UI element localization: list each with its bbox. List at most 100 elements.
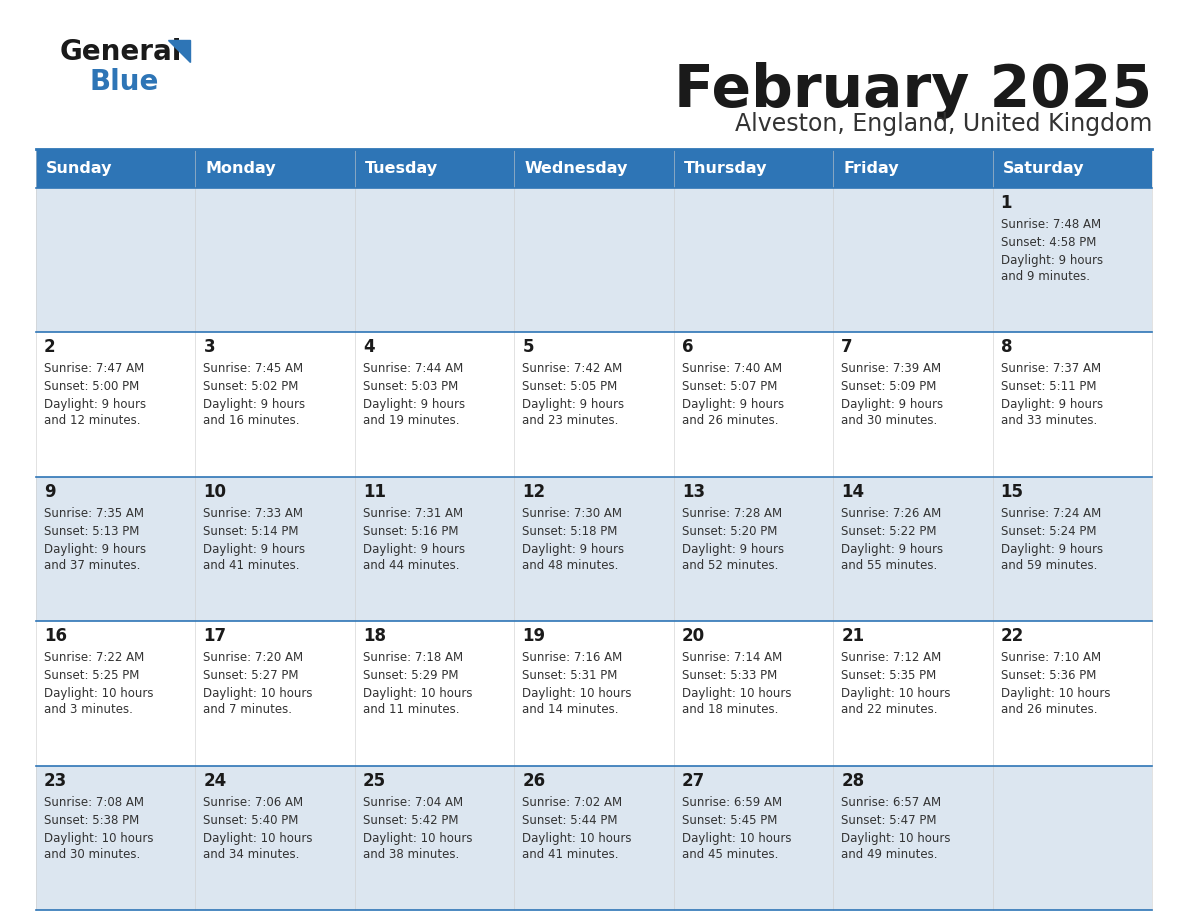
Text: Sunset: 5:03 PM: Sunset: 5:03 PM (362, 380, 459, 394)
Text: Sunset: 5:38 PM: Sunset: 5:38 PM (44, 813, 139, 826)
Text: and 16 minutes.: and 16 minutes. (203, 414, 299, 428)
Text: Sunrise: 7:28 AM: Sunrise: 7:28 AM (682, 507, 782, 520)
Text: Sunrise: 7:45 AM: Sunrise: 7:45 AM (203, 363, 304, 375)
Text: Daylight: 10 hours: Daylight: 10 hours (682, 688, 791, 700)
Bar (36, 188, 1152, 332)
Text: 27: 27 (682, 772, 704, 789)
Text: 8: 8 (1000, 339, 1012, 356)
Text: Sunrise: 7:26 AM: Sunrise: 7:26 AM (841, 507, 941, 520)
Text: and 26 minutes.: and 26 minutes. (1000, 703, 1097, 716)
Text: Daylight: 9 hours: Daylight: 9 hours (682, 398, 784, 411)
Text: Sunrise: 7:22 AM: Sunrise: 7:22 AM (44, 651, 144, 665)
Text: Sunset: 5:36 PM: Sunset: 5:36 PM (1000, 669, 1097, 682)
Bar (196, 150, 355, 188)
Bar (36, 621, 1152, 766)
Text: 10: 10 (203, 483, 227, 501)
Text: February 2025: February 2025 (674, 62, 1152, 119)
Text: and 59 minutes.: and 59 minutes. (1000, 559, 1097, 572)
Bar (833, 150, 992, 188)
Text: Sunset: 5:11 PM: Sunset: 5:11 PM (1000, 380, 1097, 394)
Text: 12: 12 (523, 483, 545, 501)
Text: and 26 minutes.: and 26 minutes. (682, 414, 778, 428)
Text: Daylight: 10 hours: Daylight: 10 hours (362, 688, 473, 700)
Bar (36, 766, 1152, 910)
Text: Sunset: 5:42 PM: Sunset: 5:42 PM (362, 813, 459, 826)
Text: Sunset: 5:20 PM: Sunset: 5:20 PM (682, 525, 777, 538)
Text: Daylight: 10 hours: Daylight: 10 hours (682, 832, 791, 845)
Text: Sunset: 5:29 PM: Sunset: 5:29 PM (362, 669, 459, 682)
Text: 13: 13 (682, 483, 704, 501)
Text: Daylight: 10 hours: Daylight: 10 hours (841, 688, 950, 700)
Text: Sunset: 5:09 PM: Sunset: 5:09 PM (841, 380, 936, 394)
Text: and 9 minutes.: and 9 minutes. (1000, 270, 1089, 283)
Text: Daylight: 9 hours: Daylight: 9 hours (44, 398, 146, 411)
Text: 17: 17 (203, 627, 227, 645)
Text: Sunrise: 7:30 AM: Sunrise: 7:30 AM (523, 507, 623, 520)
Text: 18: 18 (362, 627, 386, 645)
Text: General: General (61, 38, 183, 66)
Text: and 38 minutes.: and 38 minutes. (362, 847, 459, 860)
Bar (36, 150, 196, 188)
Text: 9: 9 (44, 483, 56, 501)
Text: 4: 4 (362, 339, 374, 356)
Text: Daylight: 9 hours: Daylight: 9 hours (362, 398, 465, 411)
Text: Sunset: 5:00 PM: Sunset: 5:00 PM (44, 380, 139, 394)
Text: Sunset: 5:24 PM: Sunset: 5:24 PM (1000, 525, 1097, 538)
Text: Sunrise: 7:18 AM: Sunrise: 7:18 AM (362, 651, 463, 665)
Text: 24: 24 (203, 772, 227, 789)
Text: Sunrise: 7:12 AM: Sunrise: 7:12 AM (841, 651, 941, 665)
Text: Sunrise: 7:48 AM: Sunrise: 7:48 AM (1000, 218, 1101, 231)
Text: Alveston, England, United Kingdom: Alveston, England, United Kingdom (734, 112, 1152, 136)
Text: 7: 7 (841, 339, 853, 356)
Text: Sunrise: 7:42 AM: Sunrise: 7:42 AM (523, 363, 623, 375)
Text: Sunset: 5:33 PM: Sunset: 5:33 PM (682, 669, 777, 682)
Bar (36, 332, 1152, 476)
Text: 3: 3 (203, 339, 215, 356)
Text: Sunrise: 7:44 AM: Sunrise: 7:44 AM (362, 363, 463, 375)
Text: 22: 22 (1000, 627, 1024, 645)
Polygon shape (168, 40, 190, 62)
Text: Sunrise: 7:04 AM: Sunrise: 7:04 AM (362, 796, 463, 809)
Bar (514, 150, 674, 188)
Text: and 23 minutes.: and 23 minutes. (523, 414, 619, 428)
Text: Daylight: 9 hours: Daylight: 9 hours (44, 543, 146, 555)
Text: Sunrise: 6:59 AM: Sunrise: 6:59 AM (682, 796, 782, 809)
Text: 6: 6 (682, 339, 694, 356)
Text: Daylight: 10 hours: Daylight: 10 hours (44, 832, 153, 845)
Text: 1: 1 (1000, 194, 1012, 212)
Text: Friday: Friday (843, 162, 899, 176)
Text: and 41 minutes.: and 41 minutes. (203, 559, 299, 572)
Text: 19: 19 (523, 627, 545, 645)
Text: and 44 minutes.: and 44 minutes. (362, 559, 460, 572)
Text: Thursday: Thursday (684, 162, 767, 176)
Text: Daylight: 10 hours: Daylight: 10 hours (203, 688, 312, 700)
Text: 14: 14 (841, 483, 864, 501)
Text: Sunset: 5:18 PM: Sunset: 5:18 PM (523, 525, 618, 538)
Text: Sunrise: 7:35 AM: Sunrise: 7:35 AM (44, 507, 144, 520)
Text: Daylight: 9 hours: Daylight: 9 hours (203, 543, 305, 555)
Text: and 45 minutes.: and 45 minutes. (682, 847, 778, 860)
Text: Blue: Blue (90, 68, 159, 96)
Text: and 11 minutes.: and 11 minutes. (362, 703, 460, 716)
Text: Sunset: 5:13 PM: Sunset: 5:13 PM (44, 525, 139, 538)
Text: Sunrise: 6:57 AM: Sunrise: 6:57 AM (841, 796, 941, 809)
Text: Daylight: 9 hours: Daylight: 9 hours (523, 398, 625, 411)
Text: Sunset: 4:58 PM: Sunset: 4:58 PM (1000, 236, 1097, 249)
Text: Daylight: 10 hours: Daylight: 10 hours (362, 832, 473, 845)
Text: Daylight: 9 hours: Daylight: 9 hours (841, 543, 943, 555)
Text: Sunrise: 7:40 AM: Sunrise: 7:40 AM (682, 363, 782, 375)
Text: Sunset: 5:31 PM: Sunset: 5:31 PM (523, 669, 618, 682)
Text: Sunset: 5:05 PM: Sunset: 5:05 PM (523, 380, 618, 394)
Text: Sunrise: 7:06 AM: Sunrise: 7:06 AM (203, 796, 304, 809)
Text: Daylight: 9 hours: Daylight: 9 hours (1000, 543, 1102, 555)
Text: 21: 21 (841, 627, 864, 645)
Text: Sunset: 5:02 PM: Sunset: 5:02 PM (203, 380, 299, 394)
Text: and 18 minutes.: and 18 minutes. (682, 703, 778, 716)
Text: 5: 5 (523, 339, 533, 356)
Text: 11: 11 (362, 483, 386, 501)
Text: Sunrise: 7:24 AM: Sunrise: 7:24 AM (1000, 507, 1101, 520)
Text: Sunrise: 7:31 AM: Sunrise: 7:31 AM (362, 507, 463, 520)
Bar (992, 150, 1152, 188)
Text: and 55 minutes.: and 55 minutes. (841, 559, 937, 572)
Text: Daylight: 9 hours: Daylight: 9 hours (362, 543, 465, 555)
